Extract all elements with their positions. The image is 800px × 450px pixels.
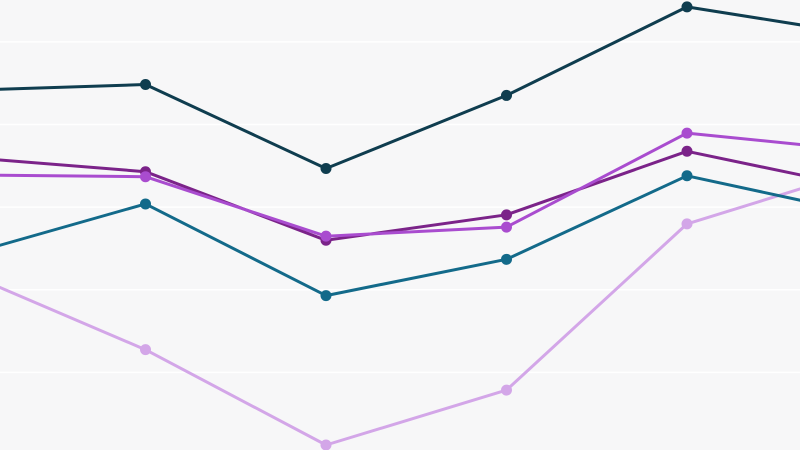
data-point-s4-2	[320, 290, 332, 302]
series-line-3	[0, 131, 800, 238]
data-point-s3-4	[681, 127, 693, 139]
data-point-s4-1	[140, 198, 151, 210]
data-point-s1-4	[681, 1, 693, 13]
data-point-s5-2	[320, 439, 332, 450]
gridlines	[0, 41, 800, 374]
data-point-s5-1	[140, 344, 151, 356]
series-lines	[0, 5, 800, 447]
data-point-s4-3	[501, 253, 512, 265]
series-line-1	[0, 5, 800, 170]
data-point-s5-4	[681, 218, 693, 230]
data-point-s5-3	[501, 384, 512, 396]
data-point-s4-4	[681, 170, 693, 182]
data-point-s1-2	[320, 163, 332, 175]
series-line-4	[0, 174, 800, 298]
data-point-s3-2	[320, 230, 332, 242]
data-point-s3-1	[140, 171, 151, 183]
series-line-2	[0, 149, 800, 242]
data-point-s3-3	[501, 221, 512, 233]
data-point-s2-3	[501, 209, 512, 221]
data-point-s1-1	[140, 79, 151, 91]
data-point-s2-4	[681, 145, 693, 157]
data-point-s1-3	[501, 89, 512, 101]
